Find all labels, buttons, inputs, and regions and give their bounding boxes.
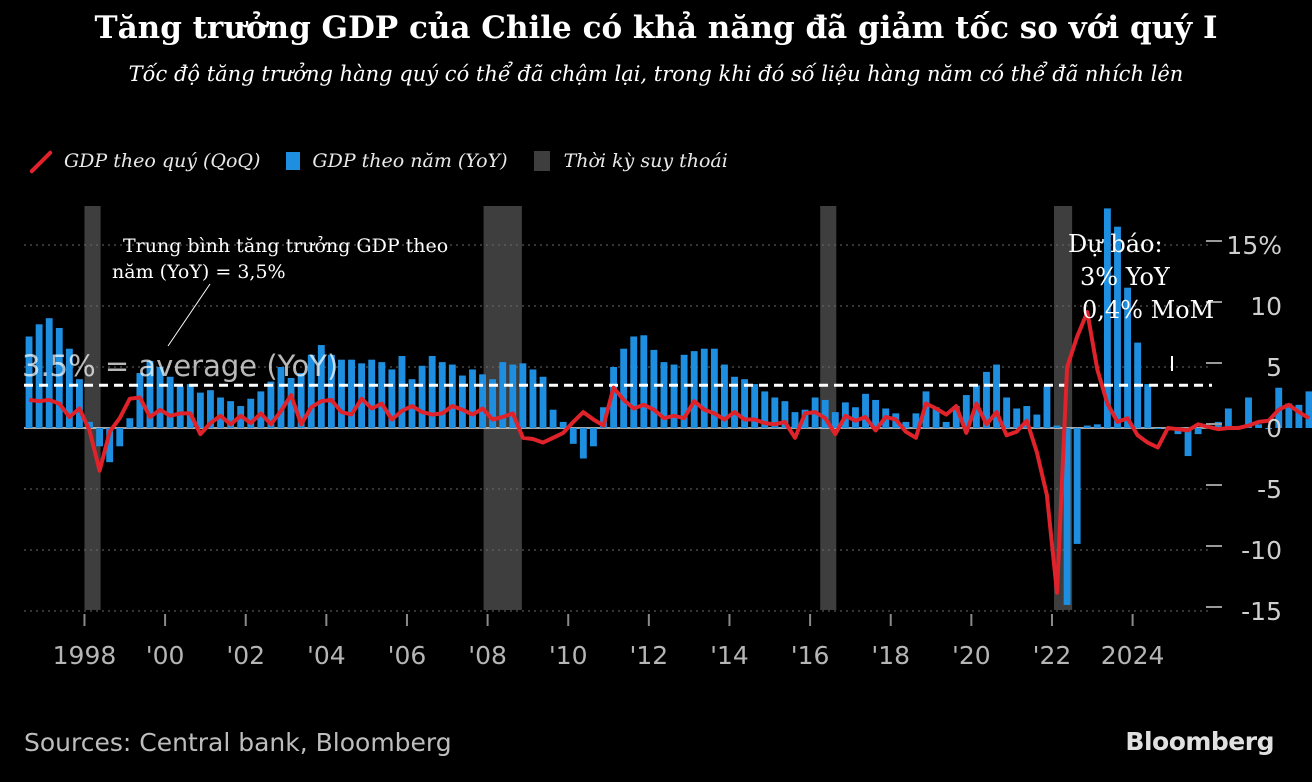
yoy-bar (590, 428, 597, 446)
yoy-bar (197, 393, 204, 428)
x-axis-ticks: 1998 '00 '02 '04 '06 '08 '10 '12 '14 '16 '18 '20 '22… (53, 614, 1165, 670)
yoy-bar (1033, 415, 1040, 428)
x-tick-label: '22 (1033, 641, 1072, 670)
y-tick-label: 10 (1250, 292, 1282, 321)
yoy-bar (671, 365, 678, 428)
yoy-bar (1084, 426, 1091, 428)
yoy-bar (872, 400, 879, 428)
yoy-bar (257, 391, 264, 428)
yoy-bar (378, 362, 385, 428)
yoy-bar (1013, 408, 1020, 428)
sources-note: Sources: Central bank, Bloomberg (24, 728, 452, 757)
yoy-bar (338, 360, 345, 428)
yoy-bar (439, 362, 446, 428)
x-tick-label: 1998 (53, 641, 117, 670)
yoy-bar (459, 376, 466, 428)
yoy-bar (217, 398, 224, 429)
forecast-yoy: 3% YoY (1080, 263, 1171, 291)
yoy-bar (580, 428, 587, 459)
yoy-bar (1054, 426, 1061, 428)
yoy-bar (650, 350, 657, 428)
average-annotation-line1: Trung bình tăng trưởng GDP theo (123, 235, 448, 257)
x-tick-label: '06 (388, 641, 427, 670)
yoy-bar (1074, 428, 1081, 544)
yoy-bar (1195, 428, 1202, 434)
yoy-bar (550, 410, 557, 428)
yoy-bar (1144, 384, 1151, 428)
yoy-bar (1003, 398, 1010, 429)
yoy-bar (469, 369, 476, 428)
average-label: 3.5% = average (YoY) (22, 349, 338, 383)
yoy-bar (691, 351, 698, 428)
yoy-bar (570, 428, 577, 444)
yoy-bar (479, 374, 486, 428)
y-tick-label: -15 (1241, 597, 1282, 626)
yoy-bar (1154, 428, 1161, 429)
y-tick-label: -10 (1241, 536, 1282, 565)
yoy-bar (449, 365, 456, 428)
yoy-bar (1306, 391, 1312, 428)
y-tick-label: 5 (1266, 353, 1282, 382)
yoy-bar (640, 335, 647, 428)
yoy-bar (630, 337, 637, 429)
yoy-bar (429, 356, 436, 428)
x-tick-label: '18 (871, 641, 910, 670)
x-tick-label: '02 (226, 641, 265, 670)
yoy-bar (792, 412, 799, 428)
x-tick-label: '08 (468, 641, 507, 670)
yoy-bar (368, 360, 375, 428)
recession-band-0 (84, 206, 100, 610)
x-tick-label: '12 (630, 641, 669, 670)
average-annotation-pointer (168, 284, 210, 346)
yoy-bar (358, 363, 365, 428)
y-tick-label: 0 (1266, 414, 1282, 443)
bloomberg-logo: Bloomberg (1125, 727, 1274, 756)
forecast-title: Dự báo: (1068, 230, 1163, 258)
x-tick-label: '14 (710, 641, 749, 670)
chart-plot: 15% 10 5 0 -5 -10 -15 1998 '00 '02 '04 '06 '08 '10 '1… (0, 0, 1312, 782)
yoy-bar (348, 360, 355, 428)
yoy-bar (560, 422, 567, 428)
yoy-bar (943, 422, 950, 428)
y-tick-label: 15% (1226, 231, 1282, 260)
x-tick-label: '04 (307, 641, 346, 670)
yoy-bar (419, 366, 426, 428)
x-tick-label: '00 (146, 641, 185, 670)
y-tick-label: -5 (1257, 475, 1282, 504)
yoy-bar (177, 387, 184, 428)
yoy-bar (96, 428, 103, 446)
yoy-bar (1094, 424, 1101, 428)
yoy-bar (530, 369, 537, 428)
x-tick-label: '20 (952, 641, 991, 670)
forecast-mom: 0,4% MoM (1082, 296, 1214, 324)
average-annotation-line2: năm (YoY) = 3,5% (112, 261, 286, 283)
yoy-bar (701, 349, 708, 428)
yoy-bar (620, 349, 627, 428)
x-tick-label: '16 (791, 641, 830, 670)
yoy-bar (1044, 387, 1051, 428)
yoy-bar (519, 363, 526, 428)
x-tick-label: '10 (549, 641, 588, 670)
yoy-bar (1225, 408, 1232, 428)
yoy-bar (126, 418, 133, 428)
yoy-bar (399, 356, 406, 428)
yoy-bar (116, 428, 123, 446)
x-tick-label: 2024 (1101, 641, 1165, 670)
